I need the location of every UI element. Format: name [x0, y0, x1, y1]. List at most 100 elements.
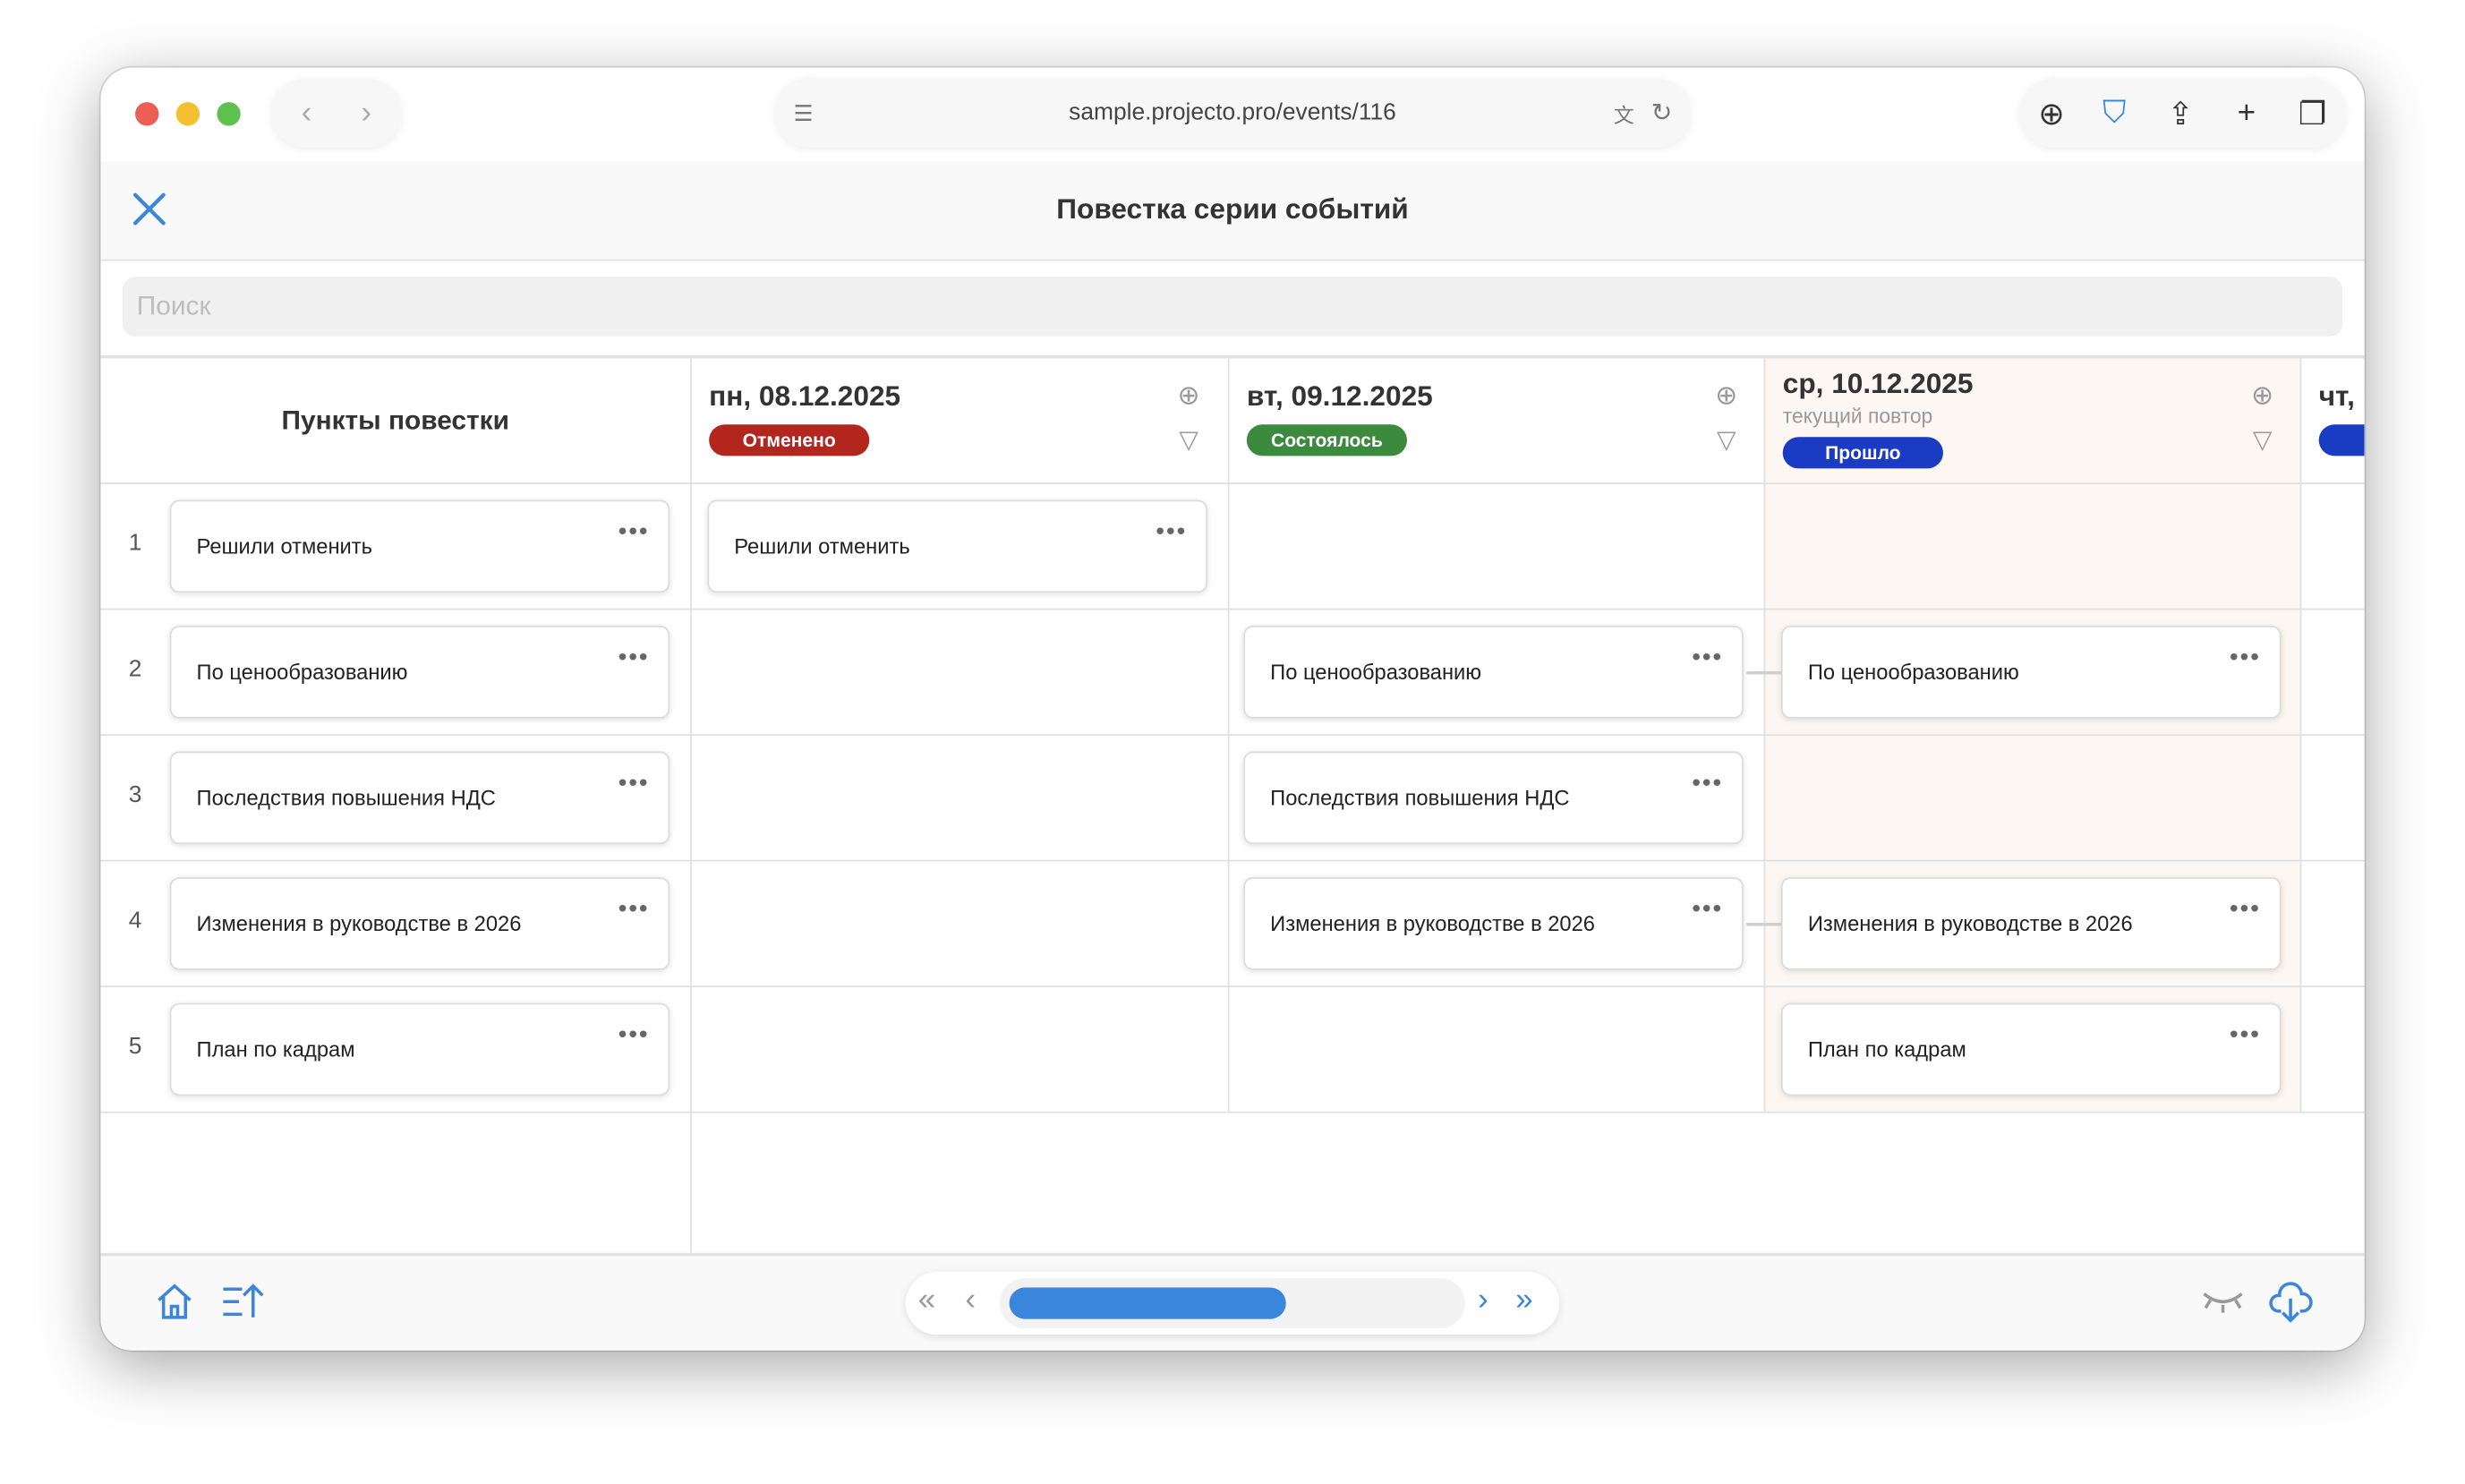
next-page-icon[interactable]: › — [1478, 1283, 1488, 1318]
column-date: вт, 09.12.2025 — [1246, 380, 1433, 413]
more-icon[interactable]: ••• — [618, 644, 650, 671]
status-badge: Состоялось — [1246, 424, 1407, 456]
row-divider — [100, 734, 2365, 736]
url-text: sample.projecto.pro/events/116 — [1069, 98, 1396, 126]
event-item-card[interactable]: Изменения в руководстве в 2026 ••• — [1781, 877, 2282, 970]
more-icon[interactable]: ••• — [618, 518, 650, 546]
row-number: 5 — [128, 1032, 142, 1060]
agenda-item-title: План по кадрам — [196, 1037, 355, 1062]
agenda-item-title: Изменения в руководстве в 2026 — [196, 911, 522, 936]
maximize-window-button[interactable] — [217, 102, 241, 126]
filter-icon[interactable]: ▽ — [2252, 427, 2273, 455]
close-window-button[interactable] — [135, 102, 159, 126]
event-item-title: По ценообразованию — [1807, 660, 2019, 685]
back-icon[interactable]: ‹ — [301, 95, 312, 130]
agenda-table: Пункты повестки пн, 08.12.2025 Отменено … — [100, 354, 2365, 1257]
home-icon[interactable] — [154, 1281, 195, 1322]
agenda-item-title: Решили отменить — [196, 534, 373, 559]
event-item-title: Изменения в руководстве в 2026 — [1807, 911, 2133, 936]
event-item-title: По ценообразованию — [1270, 660, 1482, 685]
agenda-item-card[interactable]: Изменения в руководстве в 2026 ••• — [169, 877, 670, 970]
page-menu-icon[interactable]: ☰ — [793, 99, 814, 125]
reload-icon[interactable]: ↻ — [1650, 100, 1673, 128]
agenda-items-header: Пункты повестки — [281, 405, 509, 436]
cloud-download-icon[interactable] — [2267, 1278, 2315, 1326]
event-item-card[interactable]: Изменения в руководстве в 2026 ••• — [1243, 877, 1744, 970]
pager: « ‹ › » — [905, 1271, 1560, 1335]
column-header-0: пн, 08.12.2025 Отменено ⊕ ▽ — [690, 358, 1228, 482]
agenda-item-card[interactable]: Последствия повышения НДС ••• — [169, 751, 670, 845]
row-number: 2 — [128, 655, 142, 683]
filter-icon[interactable]: ▽ — [1179, 427, 1198, 455]
first-page-icon[interactable]: « — [917, 1283, 936, 1318]
nav-buttons: ‹ › — [271, 78, 401, 149]
status-badge: Прошло — [1782, 437, 1943, 469]
add-circle-icon[interactable]: ⊕ — [1177, 380, 1200, 411]
more-icon[interactable]: ••• — [618, 1021, 650, 1049]
agenda-item-card[interactable]: План по кадрам ••• — [169, 1002, 670, 1096]
new-tab-icon[interactable]: + — [2237, 95, 2256, 130]
more-icon[interactable]: ••• — [1692, 896, 1724, 924]
search-input[interactable] — [122, 277, 2343, 337]
item-link-connector — [1746, 670, 1782, 675]
row-divider — [100, 608, 2365, 610]
column-header-2: ср, 10.12.2025 текущий повтор Прошло ⊕ ▽ — [1764, 358, 2300, 482]
more-icon[interactable]: ••• — [1692, 644, 1724, 671]
toolbar-actions: ⊕ ⛉ ⇪ + ❐ — [2019, 78, 2346, 149]
share-icon[interactable]: ⇪ — [2167, 97, 2194, 132]
footer-toolbar: « ‹ › » — [100, 1252, 2365, 1351]
more-icon[interactable]: ••• — [1692, 770, 1724, 797]
event-item-title: План по кадрам — [1807, 1037, 1966, 1062]
event-item-card[interactable]: План по кадрам ••• — [1781, 1002, 2282, 1096]
forward-icon[interactable]: › — [361, 95, 372, 130]
download-icon[interactable]: ⊕ — [2038, 97, 2065, 132]
row-divider — [100, 482, 2365, 484]
item-link-connector — [1746, 923, 1782, 926]
row-divider — [100, 859, 2365, 862]
more-icon[interactable]: ••• — [2229, 896, 2261, 924]
row-number: 3 — [128, 780, 142, 808]
column-subtitle: текущий повтор — [1782, 404, 1933, 428]
event-item-card[interactable]: По ценообразованию ••• — [1781, 626, 2282, 719]
column-date: чт, 1 — [2318, 380, 2365, 413]
agenda-item-title: Последствия повышения НДС — [196, 786, 496, 810]
prev-page-icon[interactable]: ‹ — [965, 1283, 977, 1318]
status-badge: Отменено — [709, 424, 870, 456]
filter-icon[interactable]: ▽ — [1716, 427, 1736, 455]
event-item-card[interactable]: По ценообразованию ••• — [1243, 626, 1744, 719]
tabs-overview-icon[interactable]: ❐ — [2298, 97, 2327, 132]
scrollbar-thumb[interactable] — [1009, 1287, 1286, 1319]
sort-up-icon[interactable] — [220, 1281, 264, 1322]
event-item-card[interactable]: Решили отменить ••• — [707, 499, 1207, 593]
app-header: Повестка серии событий — [100, 161, 2365, 261]
status-badge — [2318, 424, 2365, 456]
page-title: Повестка серии событий — [1056, 193, 1409, 226]
agenda-item-card[interactable]: Решили отменить ••• — [169, 499, 670, 593]
shield-icon[interactable]: ⛉ — [2102, 95, 2127, 130]
row-divider — [100, 1111, 2365, 1113]
row-divider — [100, 985, 2365, 988]
agenda-item-card[interactable]: По ценообразованию ••• — [169, 626, 670, 719]
column-date: пн, 08.12.2025 — [709, 380, 901, 413]
address-bar[interactable]: ☰ sample.projecto.pro/events/116 文 ↻ — [774, 78, 1691, 149]
more-icon[interactable]: ••• — [618, 770, 650, 797]
event-item-title: Решили отменить — [734, 534, 910, 559]
hidden-eye-icon[interactable] — [2201, 1287, 2245, 1316]
agenda-item-title: По ценообразованию — [196, 660, 408, 685]
column-header-3: чт, 1 — [2300, 358, 2365, 482]
add-circle-icon[interactable]: ⊕ — [1715, 380, 1738, 411]
close-icon[interactable] — [132, 192, 167, 226]
event-item-card[interactable]: Последствия повышения НДС ••• — [1243, 751, 1744, 845]
column-date: ср, 10.12.2025 — [1782, 367, 1974, 400]
translate-icon[interactable]: 文 — [1613, 103, 1634, 127]
event-item-title: Последствия повышения НДС — [1270, 786, 1570, 810]
last-page-icon[interactable]: » — [1515, 1283, 1533, 1318]
more-icon[interactable]: ••• — [2229, 1021, 2261, 1049]
more-icon[interactable]: ••• — [618, 896, 650, 924]
more-icon[interactable]: ••• — [2229, 644, 2261, 671]
more-icon[interactable]: ••• — [1156, 518, 1188, 546]
minimize-window-button[interactable] — [175, 102, 200, 126]
add-circle-icon[interactable]: ⊕ — [2251, 380, 2274, 411]
horizontal-scrollbar[interactable] — [1000, 1277, 1465, 1329]
row-number: 4 — [128, 907, 142, 934]
